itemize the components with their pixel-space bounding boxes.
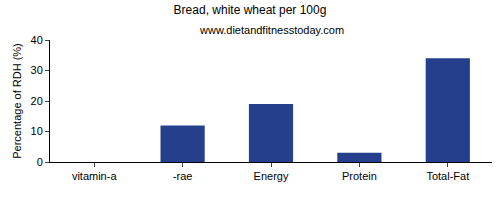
- svg-text:Percentage of RDH (%): Percentage of RDH (%): [11, 43, 23, 159]
- svg-text:40: 40: [31, 34, 43, 46]
- svg-text:vitamin-a: vitamin-a: [72, 170, 118, 182]
- svg-text:0: 0: [37, 156, 43, 168]
- svg-text:Protein: Protein: [342, 170, 377, 182]
- svg-text:-rae: -rae: [173, 170, 193, 182]
- svg-text:10: 10: [31, 125, 43, 137]
- svg-text:Bread, white wheat per 100g: Bread, white wheat per 100g: [174, 3, 327, 17]
- svg-text:Energy: Energy: [254, 170, 289, 182]
- svg-text:www.dietandfitnesstoday.com: www.dietandfitnesstoday.com: [199, 24, 344, 36]
- svg-text:Total-Fat: Total-Fat: [426, 170, 469, 182]
- svg-text:30: 30: [31, 64, 43, 76]
- svg-text:20: 20: [31, 95, 43, 107]
